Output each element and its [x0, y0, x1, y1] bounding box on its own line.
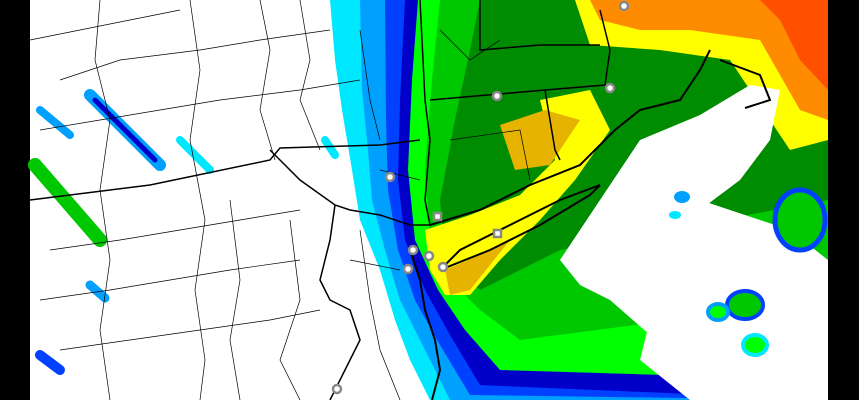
shower-cell: [725, 289, 765, 321]
long-island: [439, 184, 601, 271]
city-markers: [331, 0, 630, 395]
precip-streak: [35, 350, 65, 375]
city-marker-icon: [618, 0, 630, 12]
boundaries-layer: [29, 0, 772, 400]
city-marker-icon: [491, 90, 503, 102]
precip-streak: [92, 97, 158, 163]
state-boundary: [429, 9, 611, 101]
precip-orange: [590, 0, 828, 120]
state-boundary: [319, 204, 361, 400]
city-marker-icon: [432, 211, 443, 222]
precip-red-orange: [760, 0, 828, 90]
city-marker-icon: [437, 261, 449, 273]
precip-streak: [36, 106, 74, 139]
county-lines: [29, 0, 531, 400]
coastline: [409, 249, 442, 400]
shower-cell: [674, 191, 690, 203]
city-marker-icon: [407, 244, 419, 256]
shower-cell: [772, 187, 828, 253]
city-marker-icon: [423, 250, 435, 262]
state-boundary: [269, 149, 430, 226]
precip-gold: [445, 110, 580, 295]
shower-cell: [706, 302, 730, 322]
precip-streak: [176, 136, 214, 174]
state-boundary: [419, 0, 431, 226]
precip-streak: [28, 158, 107, 247]
shower-cell: [669, 211, 681, 219]
city-marker-icon: [492, 228, 503, 239]
city-marker-icon: [331, 383, 343, 395]
state-boundary: [544, 89, 561, 161]
cape-cod: [719, 59, 772, 109]
precip-streak: [321, 136, 339, 159]
precipitation-layer: [28, 0, 828, 400]
state-boundary: [479, 0, 600, 51]
coastline: [429, 49, 711, 226]
city-marker-icon: [384, 171, 396, 183]
city-marker-icon: [604, 82, 616, 94]
city-marker-icon: [402, 263, 414, 275]
shower-cell: [741, 333, 769, 357]
